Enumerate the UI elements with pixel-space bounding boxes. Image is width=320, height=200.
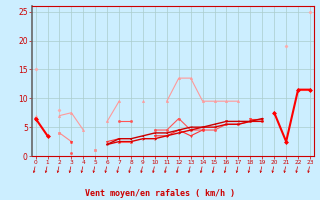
Text: Vent moyen/en rafales ( km/h ): Vent moyen/en rafales ( km/h ): [85, 189, 235, 198]
